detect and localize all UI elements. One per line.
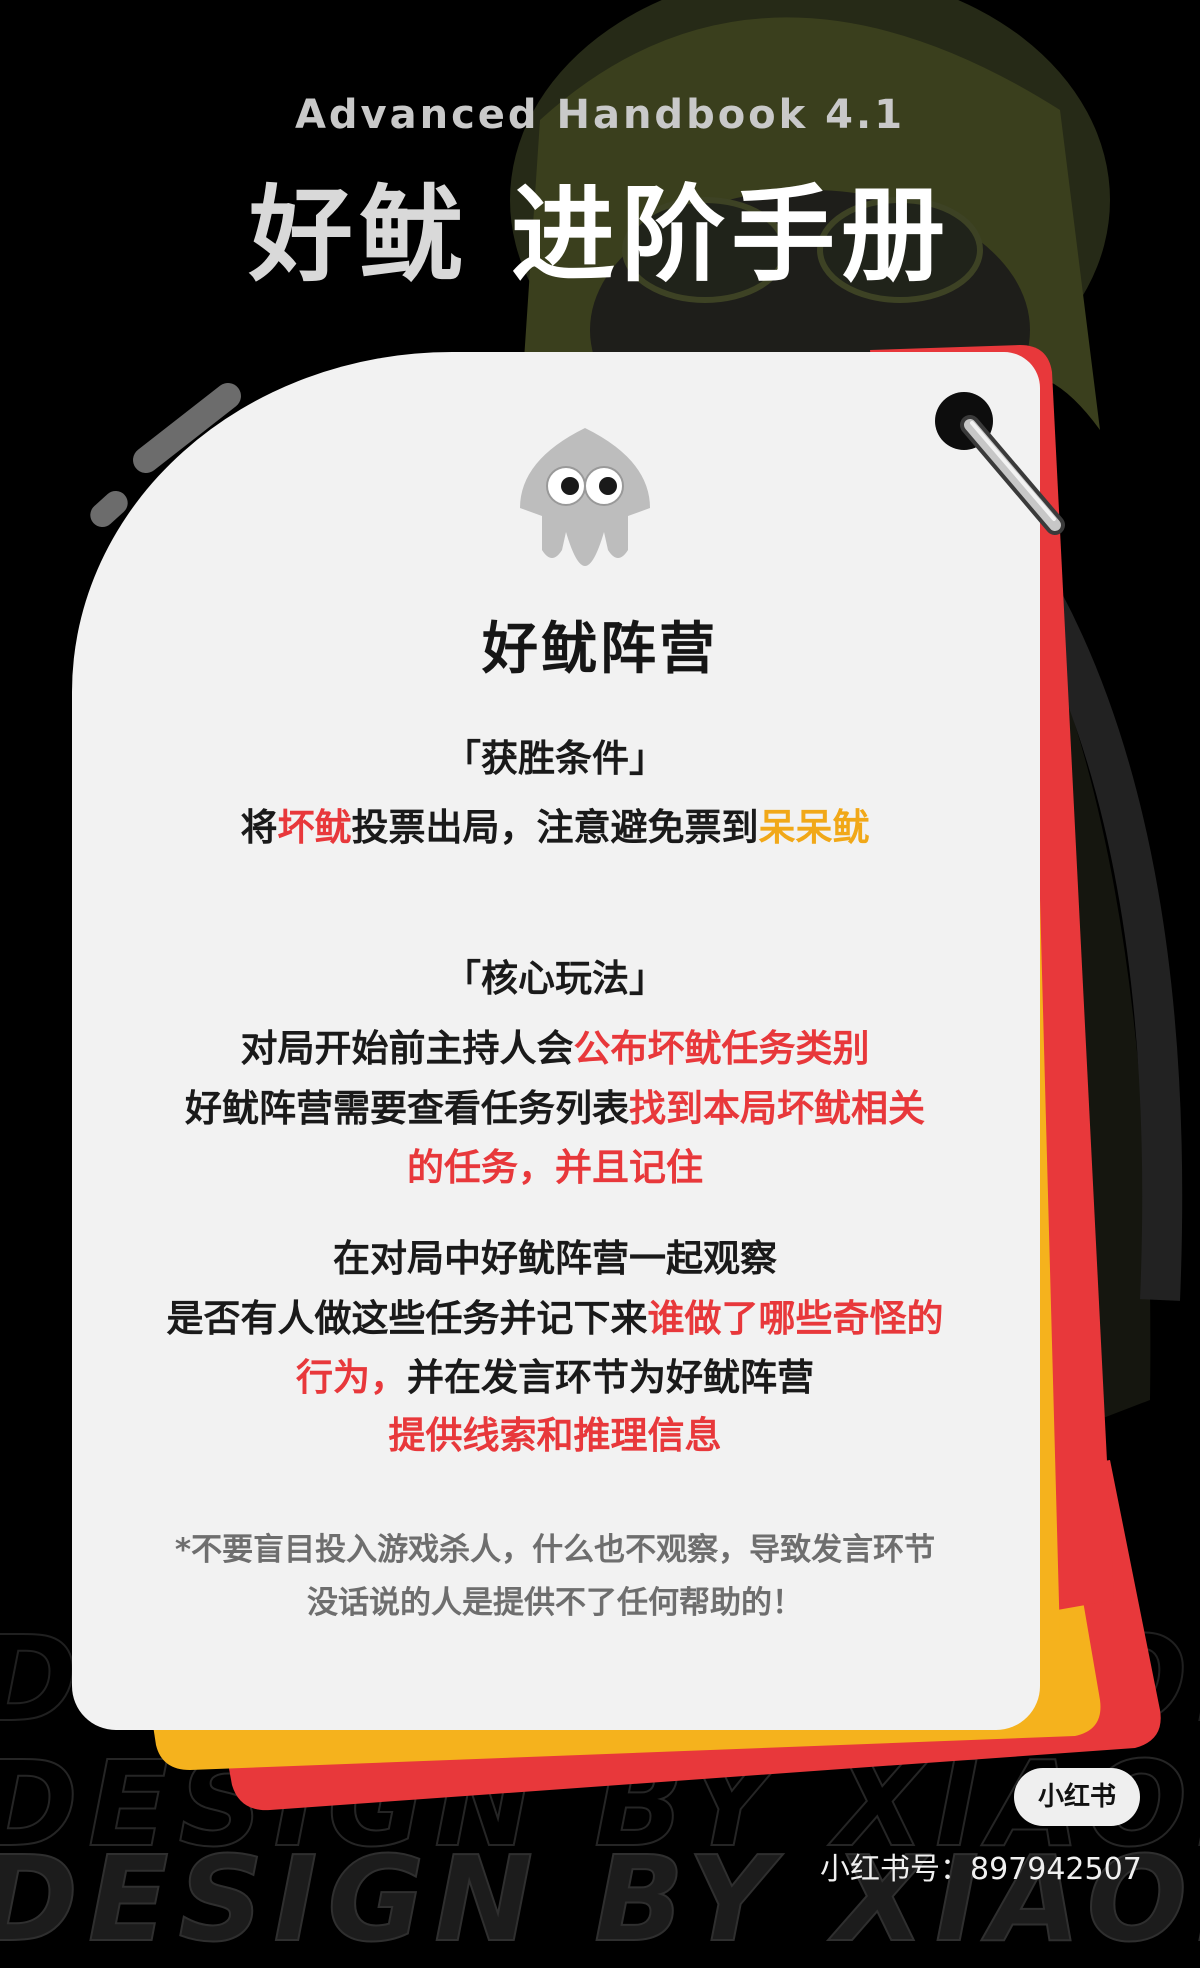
- title-part-2: 进阶手册: [511, 174, 952, 296]
- core-p1-line2-a: 好鱿阵营需要查看任务列表: [185, 1087, 629, 1130]
- core-p2-line1: 在对局中好鱿阵营一起观察: [333, 1237, 777, 1280]
- squid-icon: [520, 428, 650, 566]
- subtitle: Advanced Handbook 4.1: [294, 92, 906, 138]
- core-heading: 「核心玩法」: [444, 957, 666, 1000]
- core-p2-line2: 是否有人做这些任务并记下来谁做了哪些奇怪的: [90, 1288, 1020, 1342]
- core-p1-line1-a: 对局开始前主持人会: [240, 1027, 574, 1070]
- faction-title: 好鱿阵营: [482, 617, 718, 682]
- core-p1-line3: 的任务，并且记住: [407, 1146, 703, 1189]
- win-condition-text: 将坏鱿投票出局，注意避免票到呆呆鱿: [90, 797, 1020, 851]
- note-line-2: 没话说的人是提供不了任何帮助的！: [307, 1585, 803, 1621]
- core-p1-line1-b: 公布坏鱿任务类别: [573, 1027, 870, 1070]
- account-id: 小红书号：897942507: [820, 1852, 1142, 1887]
- ring-icon: [960, 415, 1065, 535]
- rule-card: [72, 352, 1040, 1730]
- core-p1-line2-b: 找到本局坏鱿相关: [629, 1087, 925, 1130]
- core-p2-line3: 行为，并在发言环节为好鱿阵营: [90, 1347, 1020, 1401]
- core-p2-line2-b: 谁做了哪些奇怪的: [647, 1297, 944, 1340]
- xiaohongshu-logo: 小红书: [1014, 1768, 1140, 1826]
- core-p1-line1: 对局开始前主持人会公布坏鱿任务类别: [90, 1018, 1020, 1072]
- core-p2-line2-a: 是否有人做这些任务并记下来: [166, 1297, 648, 1340]
- win-text-1: 将: [240, 806, 278, 849]
- core-p2-line3-a: 行为，: [296, 1356, 407, 1399]
- win-text-2: 投票出局，注意避免票到: [351, 806, 759, 849]
- note-line-1: *不要盲目投入游戏杀人，什么也不观察，导致发言环节: [174, 1532, 936, 1568]
- core-p2-line4: 提供线索和推理信息: [388, 1414, 722, 1457]
- title-part-1: 好鱿: [248, 174, 469, 296]
- win-text-dumb-squid: 呆呆鱿: [758, 806, 870, 849]
- win-text-bad-squid: 坏鱿: [277, 806, 352, 849]
- page-title: 好鱿 进阶手册: [0, 150, 1200, 301]
- core-p2-line3-b: 并在发言环节为好鱿阵营: [407, 1356, 814, 1399]
- win-heading: 「获胜条件」: [444, 737, 666, 780]
- core-p1-line2: 好鱿阵营需要查看任务列表找到本局坏鱿相关: [90, 1078, 1020, 1132]
